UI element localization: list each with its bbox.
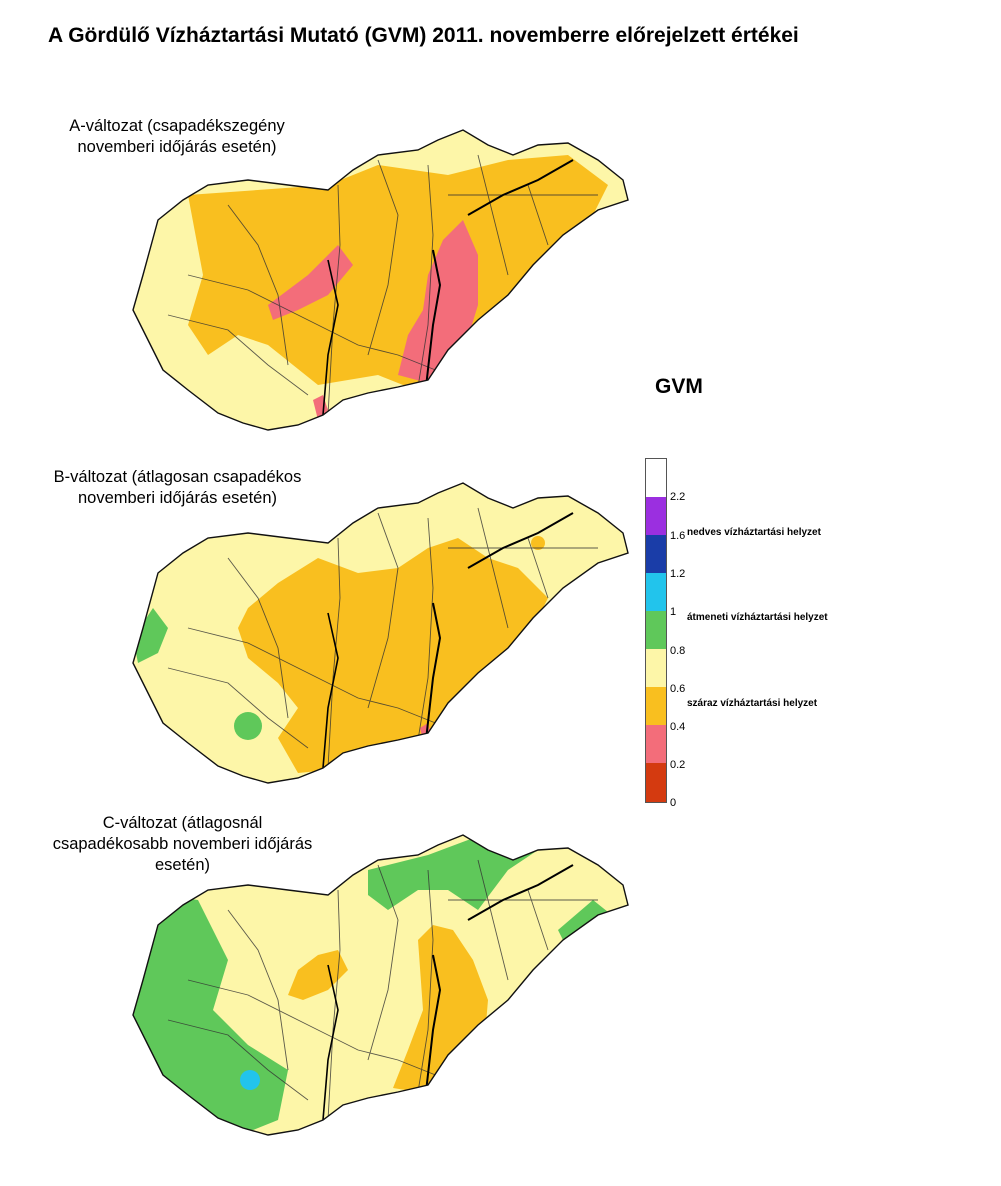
legend-tick: 0.8	[670, 645, 686, 657]
legend-category-dry: száraz vízháztartási helyzet	[687, 698, 818, 709]
legend-tick: 0.4	[670, 721, 686, 733]
map-c-caption-line-1: C-változat (átlagosnál	[102, 814, 263, 832]
legend-color-bar	[645, 458, 667, 803]
page-title: A Gördülő Vízháztartási Mutató (GVM) 201…	[48, 24, 799, 47]
legend-band	[646, 725, 666, 763]
legend-tick: 1	[670, 606, 677, 618]
legend-band	[646, 497, 666, 535]
map-c-caption-line-3: esetén)	[154, 856, 211, 874]
legend-band	[646, 535, 666, 573]
gvm-map-b	[132, 482, 629, 784]
map-a-caption-line-2: novemberi időjárás esetén)	[77, 138, 277, 156]
map-b-caption-line-1: B-változat (átlagosan csapadékos	[53, 468, 302, 486]
map-c-caption-line-2: csapadékosabb novemberi időjárás	[52, 835, 313, 853]
legend-tick: 1.2	[670, 568, 686, 580]
map-b-caption: B-változat (átlagosan csapadékos novembe…	[35, 467, 320, 509]
legend-tick: 0.2	[670, 759, 686, 771]
legend-band	[646, 763, 666, 802]
legend-band	[646, 649, 666, 687]
map-c-caption: C-változat (átlagosnál csapadékosabb nov…	[30, 813, 335, 876]
legend-band	[646, 611, 666, 649]
map-a-caption: A-változat (csapadékszegény novemberi id…	[52, 116, 302, 158]
map-a-caption-line-1: A-változat (csapadékszegény	[69, 117, 285, 135]
legend-category-transitional: átmeneti vízháztartási helyzet	[687, 612, 828, 623]
map-b-caption-line-2: novemberi időjárás esetén)	[77, 489, 278, 507]
legend-tick: 0	[670, 797, 677, 809]
legend-tick: 0.6	[670, 683, 686, 695]
legend-tick: 1.6	[670, 530, 686, 542]
legend-category-wet: nedves vízháztartási helyzet	[687, 527, 821, 538]
legend-title: GVM	[655, 375, 703, 398]
legend-band	[646, 459, 666, 497]
gvm-map-c	[132, 834, 629, 1136]
legend-tick: 2.2	[670, 491, 686, 503]
legend-band	[646, 573, 666, 611]
gvm-map-a	[132, 129, 629, 431]
legend-band	[646, 687, 666, 725]
